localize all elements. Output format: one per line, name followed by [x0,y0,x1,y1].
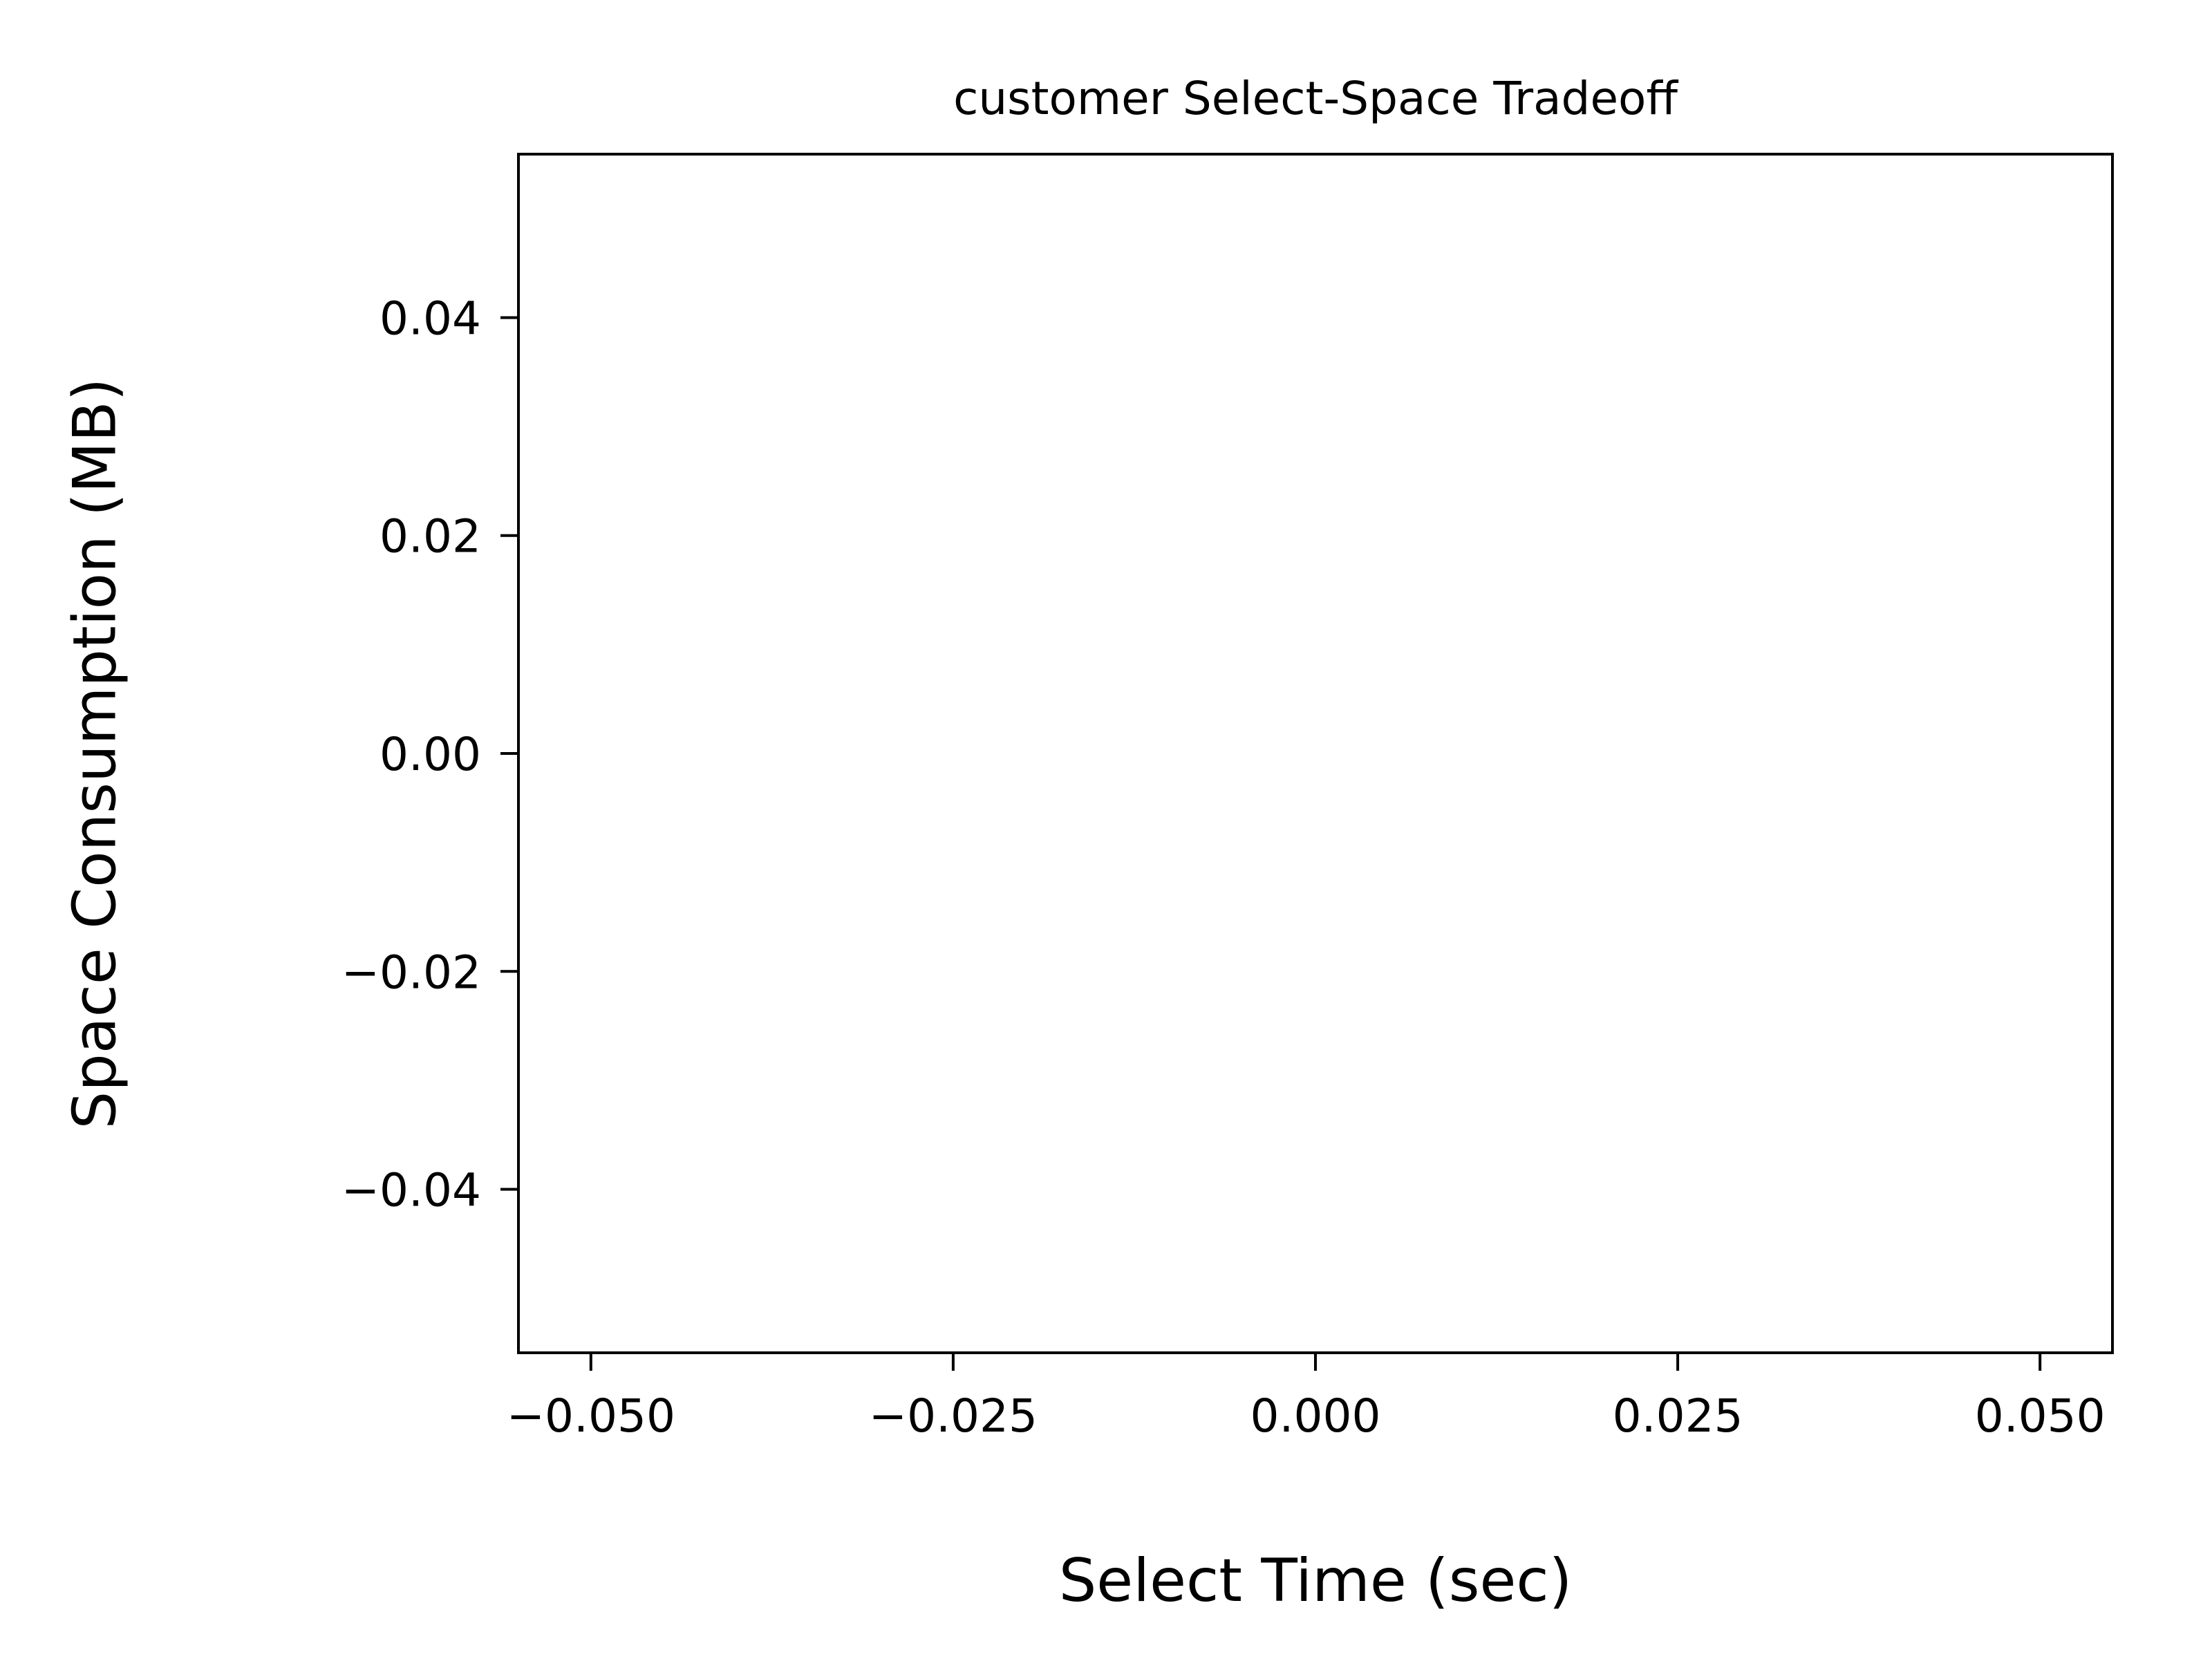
y-tick-label: 0.02 [379,510,481,563]
x-axis-title: Select Time (sec) [1059,1546,1573,1615]
x-tick-label: 0.000 [1250,1389,1381,1443]
x-tick-label: −0.025 [869,1389,1038,1443]
chart-title: customer Select-Space Tradeoff [953,72,1678,125]
y-tick-label: 0.04 [379,292,481,345]
x-tick-label: −0.050 [507,1389,675,1443]
x-axis: −0.050 −0.025 0.000 0.025 0.050 [507,1353,2106,1443]
y-tick-label: −0.02 [341,946,481,999]
y-axis: −0.04 −0.02 0.00 0.02 0.04 [341,292,518,1217]
y-tick-label: 0.00 [379,728,481,781]
x-tick-label: 0.025 [1613,1389,1743,1443]
x-tick-label: 0.050 [1975,1389,2106,1443]
y-tick-label: −0.04 [341,1164,481,1217]
y-axis-title: Space Consumption (MB) [60,378,129,1130]
